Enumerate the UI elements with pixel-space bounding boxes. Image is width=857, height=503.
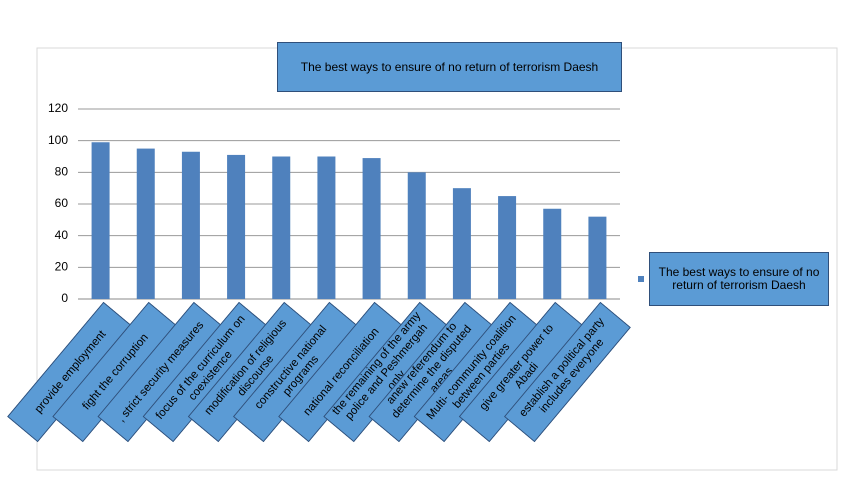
- bar: [91, 142, 110, 299]
- y-tick-label: 100: [48, 133, 68, 147]
- title-box: The best ways to ensure of no return of …: [277, 42, 622, 92]
- legend-box: The best ways to ensure of no return of …: [649, 252, 829, 306]
- bar: [317, 156, 336, 299]
- bar: [407, 172, 426, 299]
- bar: [227, 154, 246, 299]
- bar: [452, 188, 471, 299]
- bar: [543, 208, 562, 299]
- bar: [136, 148, 155, 299]
- bar: [362, 158, 381, 299]
- legend-label: The best ways to ensure of no return of …: [649, 252, 829, 306]
- y-tick-label: 40: [55, 228, 69, 242]
- bar: [588, 216, 607, 299]
- y-tick-label: 80: [55, 165, 69, 179]
- bar: [272, 156, 291, 299]
- bar: [181, 151, 200, 299]
- y-tick-label: 0: [61, 291, 68, 305]
- bar: [498, 196, 517, 299]
- legend-marker: [638, 276, 644, 282]
- y-tick-label: 120: [48, 101, 68, 115]
- y-tick-label: 20: [55, 260, 69, 274]
- chart-title: The best ways to ensure of no return of …: [277, 42, 622, 92]
- y-tick-label: 60: [55, 196, 69, 210]
